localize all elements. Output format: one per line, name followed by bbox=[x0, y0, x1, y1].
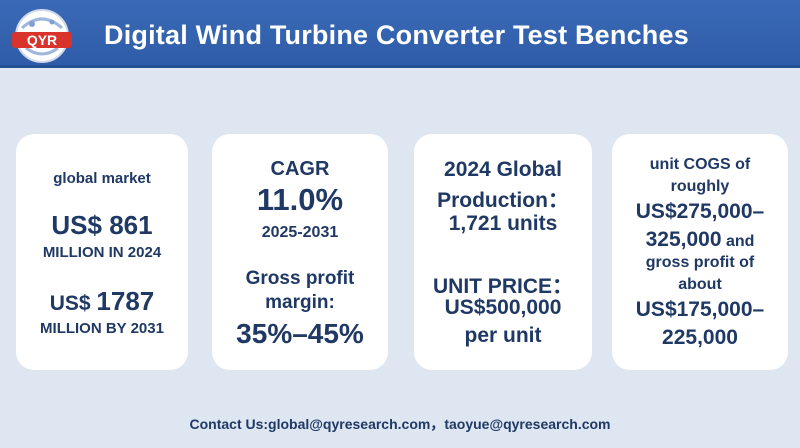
margin-label-line1: Gross profit bbox=[245, 268, 355, 289]
cagr-label: CAGR bbox=[270, 158, 330, 180]
card-cagr: CAGR 11.0% 2025-2031 Gross profit margin… bbox=[212, 134, 388, 370]
unit-price-value: US$500,000 bbox=[444, 296, 562, 319]
cogs-line1: unit COGS of bbox=[649, 156, 751, 173]
header-bar: QYR Digital Wind Turbine Converter Test … bbox=[0, 0, 800, 68]
cogs-range-start: US$275,000– bbox=[635, 200, 765, 223]
qyr-logo-icon: QYR bbox=[12, 9, 72, 63]
cagr-period: 2025-2031 bbox=[261, 224, 339, 241]
contact-text: Contact Us:global@qyresearch.com，taoyue@… bbox=[189, 416, 611, 432]
profit-range-end: 225,000 bbox=[662, 326, 738, 349]
card-global-market: global market US$ 861 MILLION IN 2024 US… bbox=[16, 134, 188, 370]
logo-text: QYR bbox=[27, 32, 57, 48]
margin-value: 35%–45% bbox=[236, 318, 364, 349]
page-title: Digital Wind Turbine Converter Test Benc… bbox=[104, 20, 689, 50]
card-cogs: unit COGS of roughly US$275,000– 325,000… bbox=[612, 134, 788, 370]
cogs-line2: roughly bbox=[670, 178, 730, 195]
market-2031-value: US$ 1787 bbox=[49, 286, 155, 316]
profit-range-start: US$175,000– bbox=[635, 298, 765, 321]
profit-line2: about bbox=[678, 276, 722, 293]
production-line1: 2024 Global bbox=[444, 158, 562, 181]
market-2024-suffix: MILLION IN 2024 bbox=[42, 244, 162, 261]
cagr-value: 11.0% bbox=[256, 182, 344, 217]
unit-price-label: UNIT PRICE： bbox=[432, 275, 573, 298]
profit-line1: gross profit of bbox=[645, 254, 755, 271]
production-line2: Production： bbox=[437, 189, 569, 212]
market-2031-suffix: MILLION BY 2031 bbox=[40, 320, 164, 337]
production-units: 1,721 units bbox=[448, 212, 558, 235]
card-label: global market bbox=[53, 170, 151, 187]
cogs-range-end: 325,000 and bbox=[645, 228, 755, 251]
margin-label-line2: margin: bbox=[265, 292, 335, 313]
unit-price-per: per unit bbox=[464, 324, 542, 347]
footer-bar bbox=[0, 404, 800, 448]
market-2024-value: US$ 861 bbox=[51, 210, 153, 240]
card-production: 2024 Global Production： 1,721 units UNIT… bbox=[414, 134, 592, 370]
